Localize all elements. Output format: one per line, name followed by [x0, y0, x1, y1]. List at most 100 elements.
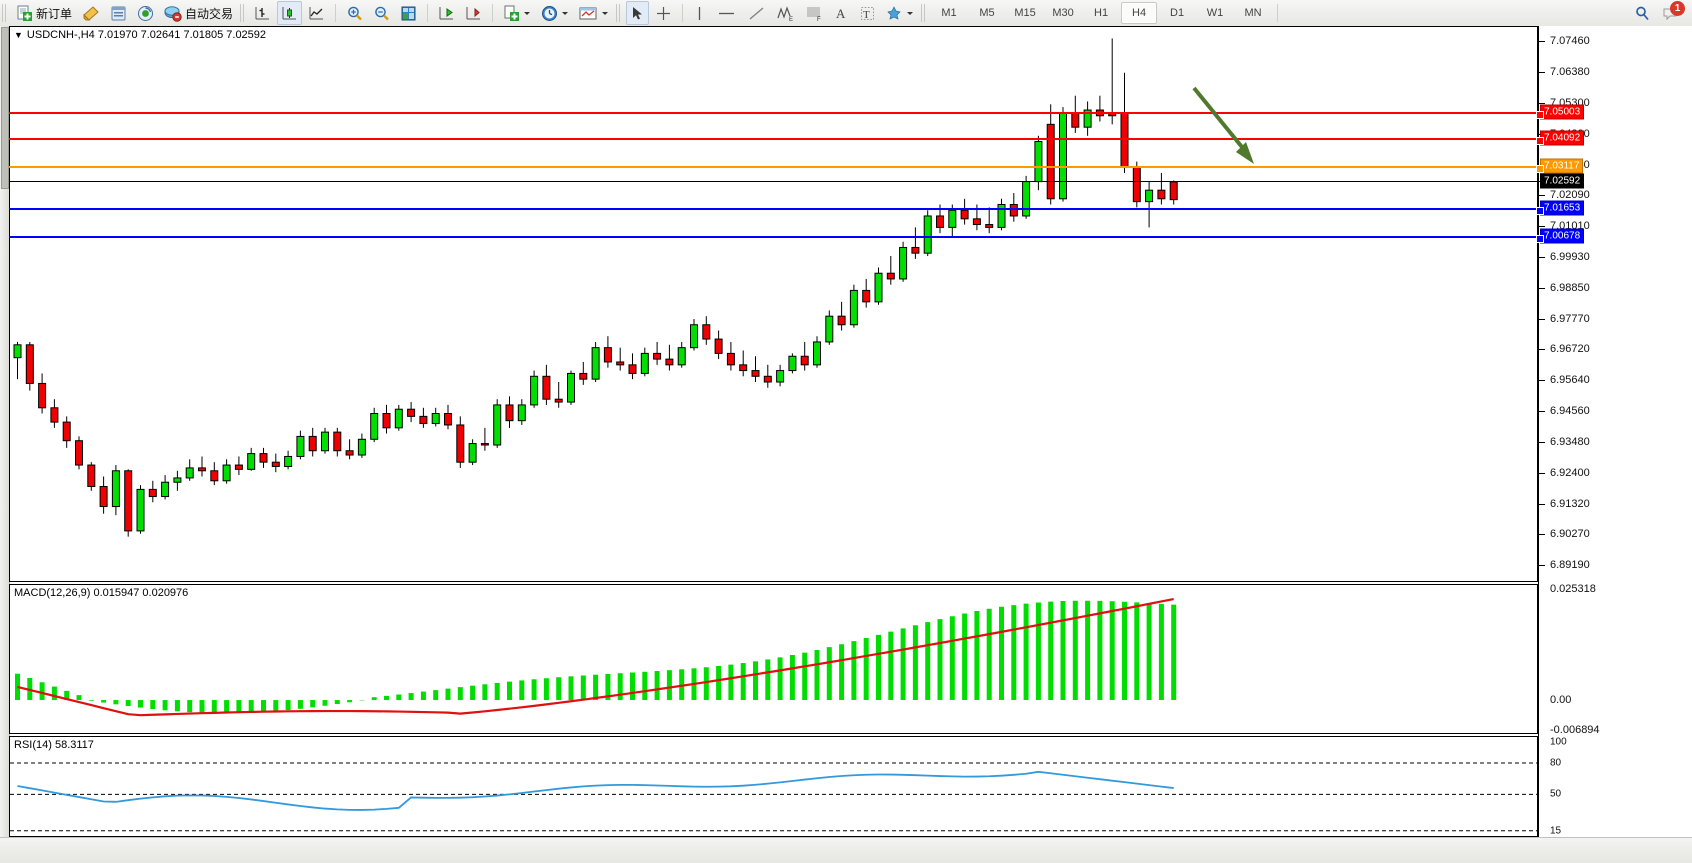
axis-tick: [1539, 41, 1545, 43]
alerts-button[interactable]: 1: [1657, 1, 1685, 24]
toolbar-grip-3[interactable]: [616, 4, 622, 22]
axis-price-label: 6.92400: [1550, 466, 1590, 479]
vertical-line-button[interactable]: [689, 1, 710, 25]
price-axis[interactable]: 7.074607.063807.053007.042207.031407.020…: [1538, 26, 1692, 837]
fibonacci-button[interactable]: F: [801, 1, 828, 25]
timeframe-mn[interactable]: MN: [1244, 7, 1262, 19]
price-tag-support-line-1[interactable]: 7.01653: [1540, 200, 1585, 216]
axis-tick: [1539, 564, 1545, 566]
price-tag-support-line-2[interactable]: 7.00678: [1540, 228, 1585, 244]
axis-tick: [1539, 257, 1545, 259]
toolbar-separator-2: [427, 4, 429, 22]
templates-button[interactable]: [575, 1, 613, 25]
svg-text:T: T: [863, 9, 870, 21]
timeframe-h4[interactable]: H4: [1121, 2, 1158, 24]
price-tag-resistance-line-1[interactable]: 7.05003: [1540, 104, 1585, 120]
timeframe-w1[interactable]: W1: [1206, 7, 1224, 19]
axis-tick: [1539, 72, 1545, 74]
data-grid-icon: [400, 5, 417, 22]
rsi-axis-label: 15: [1550, 825, 1562, 837]
bar-chart-icon: [254, 5, 271, 22]
candlestick-chart-button[interactable]: [277, 1, 303, 25]
timeframe-m5[interactable]: M5: [979, 7, 995, 19]
new-order-button[interactable]: 新订单: [12, 1, 76, 25]
cursor-button[interactable]: [626, 1, 650, 25]
rsi-pane[interactable]: RSI(14) 58.3117: [9, 736, 1538, 837]
toolbar-grip-4[interactable]: [921, 4, 927, 22]
chart-menu-arrow-icon[interactable]: ▼: [14, 30, 23, 40]
text-label-icon: A: [834, 5, 849, 22]
chevron-down-icon[interactable]: [906, 9, 914, 17]
data-grid-button[interactable]: [396, 1, 421, 25]
text-label-button[interactable]: A: [830, 1, 853, 25]
price-tag-current-price-line[interactable]: 7.02592: [1540, 173, 1585, 189]
axis-tick: [1539, 441, 1545, 443]
svg-text:E: E: [789, 17, 793, 22]
svg-text:A: A: [836, 6, 846, 21]
rsi-axis-label: 50: [1550, 788, 1562, 800]
zoom-out-button[interactable]: [369, 1, 394, 25]
periods-icon: [541, 5, 558, 22]
macd-axis-label: -0.006894: [1550, 724, 1600, 737]
periods-button[interactable]: [537, 1, 573, 25]
line-chart-button[interactable]: [304, 1, 329, 25]
axis-tick: [1539, 472, 1545, 474]
timeframe-d1[interactable]: D1: [1170, 7, 1185, 19]
axis-tick: [1539, 410, 1545, 412]
chevron-down-icon[interactable]: [601, 9, 609, 17]
timeframe-m30[interactable]: M30: [1052, 7, 1074, 19]
axis-tick: [1539, 379, 1545, 381]
elliott-wave-button[interactable]: E: [772, 1, 799, 25]
candlestick-chart-icon: [281, 5, 298, 22]
new-order-label: 新订单: [36, 6, 73, 21]
price-tag-pivot-line[interactable]: 7.03117: [1540, 158, 1584, 174]
rsi-series: [10, 762, 1537, 832]
rsi-axis-label: 80: [1550, 757, 1562, 769]
chevron-down-icon[interactable]: [561, 9, 569, 17]
horizontal-line-button[interactable]: [712, 1, 741, 25]
trendline-button[interactable]: [743, 1, 770, 25]
crosshair-button[interactable]: [651, 1, 676, 25]
price-tag-resistance-line-2[interactable]: 7.04092: [1540, 130, 1585, 146]
auto-scroll-button[interactable]: [461, 1, 486, 25]
timeframe-h1[interactable]: H1: [1094, 7, 1109, 19]
symbol-ohlc-text: USDCNH-,H4 7.01970 7.02641 7.01805 7.025…: [26, 29, 267, 41]
search-button[interactable]: [1630, 1, 1655, 25]
axis-tick: [1539, 226, 1545, 228]
timeframe-m15[interactable]: M15: [1014, 7, 1036, 19]
cursor-icon: [630, 5, 645, 22]
axis-tick: [1539, 533, 1545, 535]
text-button[interactable]: T: [855, 1, 880, 25]
properties-icon: [82, 5, 100, 22]
toolbar-grip[interactable]: [2, 4, 7, 22]
axis-price-label: 6.98850: [1550, 281, 1590, 294]
alerts-count: 1: [1670, 1, 1685, 16]
auto-scroll-icon: [465, 5, 482, 22]
axis-price-label: 6.99930: [1550, 251, 1590, 264]
axis-price-label: 6.95640: [1550, 373, 1590, 386]
chart-shift-button[interactable]: [434, 1, 459, 25]
chart-area: ▼ USDCNH-,H4 7.01970 7.02641 7.01805 7.02…: [0, 26, 1692, 863]
toolbar-grip-2[interactable]: [240, 4, 246, 22]
navigator-button[interactable]: [133, 1, 158, 25]
macd-series: [15, 597, 1177, 717]
indicators-button[interactable]: [499, 1, 535, 25]
axis-price-label: 7.02090: [1550, 189, 1590, 202]
price-pane[interactable]: ▼ USDCNH-,H4 7.01970 7.02641 7.01805 7.02…: [9, 26, 1538, 582]
down-trend-arrow-icon: [1192, 86, 1254, 164]
auto-trading-label: 自动交易: [185, 6, 234, 21]
toolbar-separator-5: [1277, 4, 1279, 22]
zoom-in-button[interactable]: [342, 1, 367, 25]
macd-pane[interactable]: MACD(12,26,9) 0.015947 0.020976: [9, 584, 1538, 734]
data-window-button[interactable]: [106, 1, 131, 25]
shapes-button[interactable]: [882, 1, 918, 25]
symbol-header: ▼ USDCNH-,H4 7.01970 7.02641 7.01805 7.02…: [14, 29, 266, 41]
bar-chart-button[interactable]: [250, 1, 275, 25]
auto-trading-button[interactable]: 自动交易: [160, 1, 237, 25]
crosshair-icon: [655, 5, 672, 22]
scrollbar-thumb[interactable]: [1, 27, 9, 189]
macd-axis-label: 0.025318: [1550, 582, 1596, 595]
properties-button[interactable]: [78, 1, 104, 25]
timeframe-m1[interactable]: M1: [941, 7, 957, 19]
chevron-down-icon[interactable]: [523, 9, 531, 17]
